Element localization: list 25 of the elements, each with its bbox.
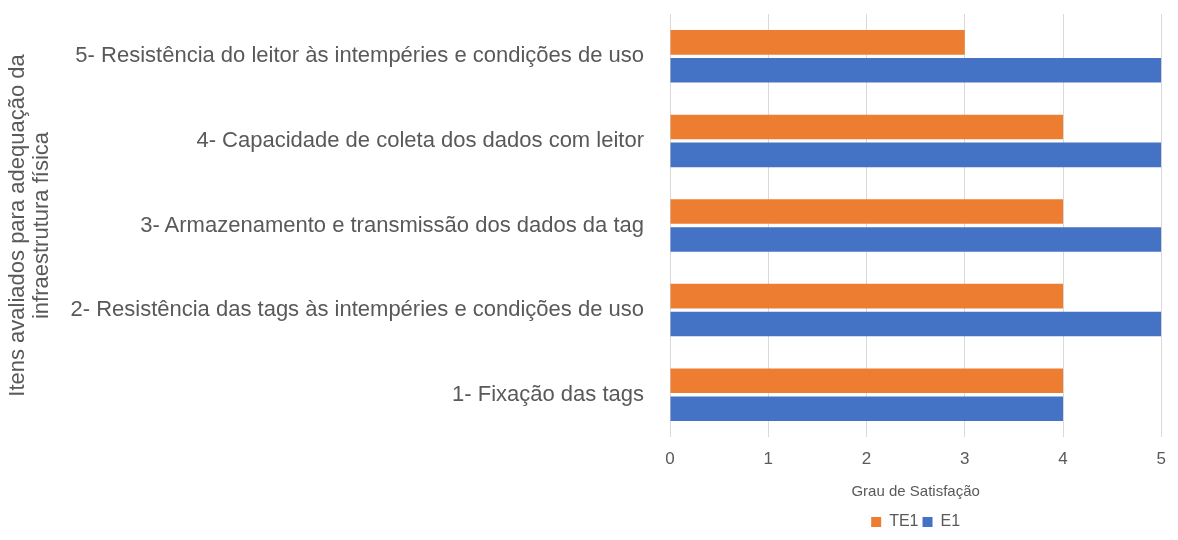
x-tick-label: 4 (1058, 448, 1068, 468)
bar (670, 142, 1162, 168)
y-tick-label: 2- Resistência das tags às intempéries e condições de uso (70, 296, 644, 322)
y-tick-label: 4- Capacidade de coleta dos dados com leitor (196, 126, 644, 152)
bar (670, 30, 965, 55)
bar (670, 227, 1162, 252)
y-tick-label: 5- Resistência do leitor às intempéries e condições de uso (75, 42, 644, 68)
x-tick-label: 5 (1156, 448, 1167, 468)
bar (670, 368, 1064, 394)
x-tick-label: 1 (763, 448, 773, 468)
x-tick-label: 3 (960, 448, 970, 468)
bar (670, 114, 1064, 140)
legend-label: E1 (940, 512, 961, 530)
bar (670, 57, 1162, 83)
bar (670, 199, 1064, 224)
y-axis-title: Itens avaliados para adequação da infraestrutura física (4, 53, 54, 397)
y-tick-label: 1- Fixação das tags (452, 380, 644, 406)
x-axis-title: Grau de Satisfação (851, 482, 980, 500)
x-tick-label: 2 (861, 448, 872, 468)
bar (670, 283, 1064, 309)
legend-label: TE1 (889, 512, 919, 530)
bar (670, 311, 1162, 337)
x-tick-label: 0 (665, 448, 675, 468)
bar (670, 396, 1064, 421)
y-tick-label: 3- Armazenamento e transmissão dos dados da tag (140, 211, 644, 237)
